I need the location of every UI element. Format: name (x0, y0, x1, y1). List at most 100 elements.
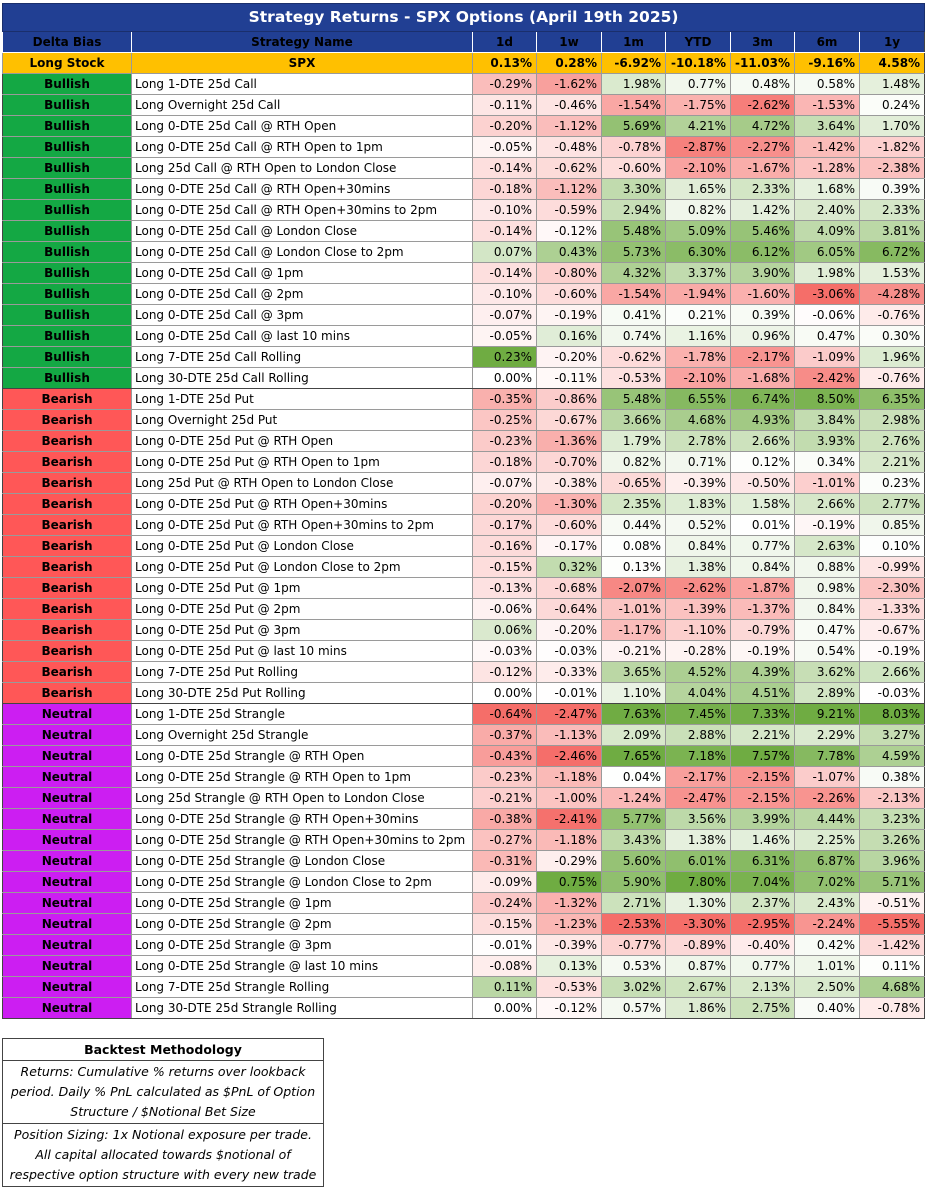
return-cell: -0.64% (536, 598, 602, 620)
return-cell: 1.98% (601, 73, 666, 95)
return-cell: -2.15% (730, 766, 795, 788)
return-cell: -0.01% (472, 934, 537, 956)
delta-bias-cell: Bearish (2, 661, 132, 683)
return-cell: 0.74% (601, 325, 666, 347)
table-row: Bearish Long Overnight 25d Put -0.25% -0.67… (2, 409, 926, 431)
return-cell: 1.48% (858, 73, 926, 95)
return-cell: 1.68% (794, 178, 860, 200)
table-row: Neutral Long 25d Strangle @ RTH Open to L… (2, 787, 926, 809)
benchmark-value: 4.58% (858, 52, 926, 74)
return-cell: 3.64% (794, 115, 860, 137)
return-cell: 6.72% (858, 241, 926, 263)
delta-bias-cell: Neutral (2, 766, 132, 788)
delta-bias-cell: Bullish (2, 304, 132, 326)
delta-bias-cell: Bullish (2, 157, 132, 179)
return-cell: 2.88% (665, 724, 731, 746)
delta-bias-cell: Neutral (2, 850, 132, 872)
table-row: Bullish Long 1-DTE 25d Call -0.29% -1.62% 1.… (2, 73, 926, 95)
table-row: Bearish Long 0-DTE 25d Put @ last 10 mins… (2, 640, 926, 662)
return-cell: -1.37% (730, 598, 795, 620)
return-cell: 7.57% (730, 745, 795, 767)
return-cell: 2.67% (665, 976, 731, 998)
return-cell: 4.68% (858, 976, 926, 998)
return-cell: 1.86% (665, 997, 731, 1019)
return-cell: 2.21% (858, 451, 926, 473)
delta-bias-cell: Neutral (2, 913, 132, 935)
return-cell: -0.78% (601, 136, 666, 158)
return-cell: 4.21% (665, 115, 731, 137)
return-cell: 0.32% (536, 556, 602, 578)
return-cell: 2.98% (858, 409, 926, 431)
table-row: Bullish Long 30-DTE 25d Call Rolling 0.00%… (2, 367, 926, 389)
return-cell: 1.30% (665, 892, 731, 914)
return-cell: 6.55% (665, 388, 731, 410)
delta-bias-cell: Neutral (2, 892, 132, 914)
return-cell: -1.01% (601, 598, 666, 620)
strategy-name-cell: Long 0-DTE 25d Strangle @ 2pm (131, 913, 473, 935)
header-strategy-name: Strategy Name (131, 31, 473, 53)
strategy-name-cell: Long 1-DTE 25d Put (131, 388, 473, 410)
strategy-name-cell: Long 0-DTE 25d Put @ RTH Open+30mins to … (131, 514, 473, 536)
return-cell: 0.10% (858, 535, 926, 557)
table-row: Bullish Long Overnight 25d Call -0.11% -0.4… (2, 94, 926, 116)
return-cell: -0.38% (536, 472, 602, 494)
return-cell: -4.28% (858, 283, 926, 305)
return-cell: 2.37% (730, 892, 795, 914)
return-cell: -2.10% (665, 157, 731, 179)
return-cell: 3.93% (794, 430, 860, 452)
strategy-name-cell: Long 0-DTE 25d Strangle @ London Close (131, 850, 473, 872)
return-cell: 6.12% (730, 241, 795, 263)
delta-bias-cell: Bullish (2, 283, 132, 305)
benchmark-value: 0.28% (536, 52, 602, 74)
table-row: Neutral Long 0-DTE 25d Strangle @ 3pm -0.0… (2, 934, 926, 956)
table-row: Neutral Long 0-DTE 25d Strangle @ RTH Ope… (2, 829, 926, 851)
table-row: Neutral Long 0-DTE 25d Strangle @ RTH Ope… (2, 745, 926, 767)
delta-bias-cell: Neutral (2, 997, 132, 1019)
strategy-name-cell: Long 30-DTE 25d Call Rolling (131, 367, 473, 389)
return-cell: 3.66% (601, 409, 666, 431)
methodology-title: Backtest Methodology (2, 1038, 324, 1061)
table-row: Bearish Long 25d Put @ RTH Open to London… (2, 472, 926, 494)
delta-bias-cell: Bullish (2, 94, 132, 116)
return-cell: 0.77% (665, 73, 731, 95)
return-cell: -1.17% (601, 619, 666, 641)
return-cell: -1.67% (730, 157, 795, 179)
return-cell: 1.83% (665, 493, 731, 515)
return-cell: -2.26% (794, 787, 860, 809)
strategy-name-cell: Long 1-DTE 25d Strangle (131, 703, 473, 725)
return-cell: 0.77% (730, 955, 795, 977)
delta-bias-cell: Neutral (2, 871, 132, 893)
delta-bias-cell: Bearish (2, 682, 132, 704)
return-cell: -0.28% (665, 640, 731, 662)
strategy-name-cell: Long 0-DTE 25d Strangle @ 1pm (131, 892, 473, 914)
return-cell: 5.09% (665, 220, 731, 242)
return-cell: 0.47% (794, 325, 860, 347)
return-cell: 2.78% (665, 430, 731, 452)
return-cell: 0.12% (730, 451, 795, 473)
return-cell: 1.01% (794, 955, 860, 977)
strategy-name-cell: Long 7-DTE 25d Put Rolling (131, 661, 473, 683)
return-cell: 4.32% (601, 262, 666, 284)
return-cell: 0.00% (472, 997, 537, 1019)
return-cell: -2.47% (665, 787, 731, 809)
return-cell: 2.35% (601, 493, 666, 515)
strategy-name-cell: Long 0-DTE 25d Put @ RTH Open to 1pm (131, 451, 473, 473)
return-cell: -0.80% (536, 262, 602, 284)
methodology-box: Backtest Methodology Returns: Cumulative… (2, 1038, 324, 1187)
return-cell: -0.51% (858, 892, 926, 914)
return-cell: 3.26% (858, 829, 926, 851)
return-cell: 0.07% (472, 241, 537, 263)
return-cell: 6.31% (730, 850, 795, 872)
return-cell: -2.24% (794, 913, 860, 935)
table-row: Bullish Long 0-DTE 25d Call @ RTH Open+30… (2, 199, 926, 221)
return-cell: -0.40% (730, 934, 795, 956)
return-cell: 0.13% (536, 955, 602, 977)
strategy-name-cell: Long 30-DTE 25d Strangle Rolling (131, 997, 473, 1019)
return-cell: -0.50% (730, 472, 795, 494)
return-cell: -1.00% (536, 787, 602, 809)
return-cell: -0.01% (536, 682, 602, 704)
return-cell: -0.11% (536, 367, 602, 389)
return-cell: -0.78% (858, 997, 926, 1019)
return-cell: -0.17% (472, 514, 537, 536)
return-cell: -2.13% (858, 787, 926, 809)
